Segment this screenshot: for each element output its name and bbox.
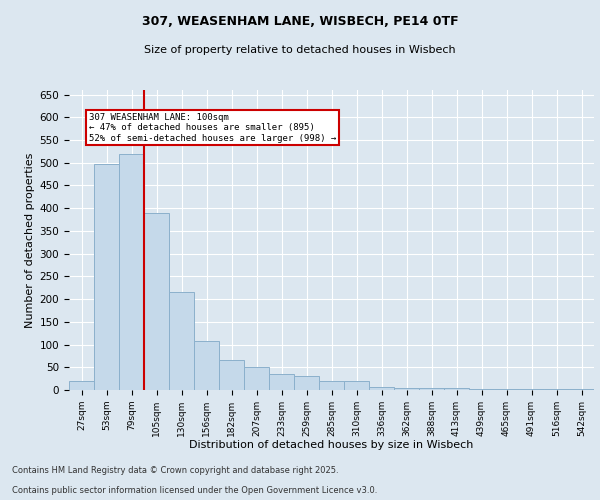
Bar [469,389,494,390]
Text: Contains public sector information licensed under the Open Government Licence v3: Contains public sector information licen… [12,486,377,495]
Text: 307 WEASENHAM LANE: 100sqm
← 47% of detached houses are smaller (895)
52% of sem: 307 WEASENHAM LANE: 100sqm ← 47% of deta… [89,112,336,142]
Bar [444,388,469,390]
Bar [219,360,244,390]
X-axis label: Distribution of detached houses by size in Wisbech: Distribution of detached houses by size … [190,440,473,450]
Bar [144,212,169,390]
Bar [419,388,444,390]
Text: Size of property relative to detached houses in Wisbech: Size of property relative to detached ho… [144,45,456,55]
Bar [319,381,344,390]
Bar [244,368,269,390]
Bar [269,374,294,390]
Bar [169,292,194,390]
Bar [544,389,569,390]
Bar [394,388,419,390]
Text: 307, WEASENHAM LANE, WISBECH, PE14 0TF: 307, WEASENHAM LANE, WISBECH, PE14 0TF [142,15,458,28]
Text: Contains HM Land Registry data © Crown copyright and database right 2025.: Contains HM Land Registry data © Crown c… [12,466,338,475]
Y-axis label: Number of detached properties: Number of detached properties [25,152,35,328]
Bar [194,341,219,390]
Bar [519,389,544,390]
Bar [119,154,144,390]
Bar [344,381,369,390]
Bar [94,164,119,390]
Bar [569,389,594,390]
Bar [494,389,519,390]
Bar [294,376,319,390]
Bar [369,388,394,390]
Bar [69,381,94,390]
